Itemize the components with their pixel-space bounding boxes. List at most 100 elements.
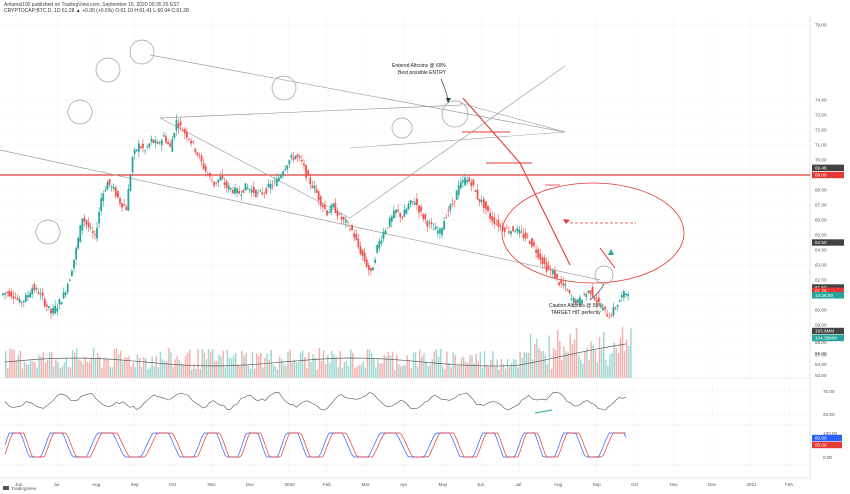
candle-body [56,308,59,312]
candle-body [10,291,13,297]
volume-bar [479,351,482,378]
month-tick-label: May [439,482,448,487]
price-tag-badge [812,284,844,291]
volume-bar [370,353,373,378]
candle-body [250,189,253,193]
candle-body [503,227,506,233]
candle-body [255,189,257,197]
volume-bar [594,349,597,378]
volume-bar [71,350,74,378]
candle-body [568,290,571,294]
volume-bar [412,352,415,378]
volume-bar [485,364,488,378]
volume-bar [301,350,304,378]
volume-bar [124,356,126,378]
candle-body [252,186,255,193]
volume-bar [488,367,490,378]
month-tick-label: Mar [362,482,370,487]
volume-bar [352,352,354,378]
volume-bar [268,359,270,378]
volume-bar [387,351,390,378]
entry-annotation-line2: Best possible ENTRY [398,70,447,76]
candle-body [282,171,284,176]
candle-body [244,183,247,191]
volume-bar [550,368,553,378]
volume-bar [136,354,139,378]
volume-bar [544,355,546,378]
volume-bar [21,368,24,378]
candle-body [388,218,391,227]
candle-body [370,267,372,271]
volume-bar [19,350,22,378]
volume-bar [59,368,61,378]
candle-body [545,262,548,272]
trendlines [0,54,810,414]
volume-bar [446,351,448,378]
candle-body [443,221,445,230]
candle-body [459,181,462,189]
volume-bar [78,359,80,378]
candle-body [570,298,573,300]
rsi-line [4,391,627,411]
volume-bar [337,367,339,378]
stoch-tick-label: 100.00 [823,431,837,436]
candle-body [384,230,387,234]
volume-bar [527,353,530,378]
candle-body [112,186,115,189]
candle-body [60,301,63,305]
candle-body [430,222,433,225]
volume-bar [416,366,419,378]
candle-body [472,179,475,186]
volume-bar [283,364,285,378]
volume-bar [262,367,264,378]
volume-bar [199,368,201,378]
candle-body [209,172,211,177]
candle-body [608,317,611,319]
candle-body [2,293,4,296]
volume-bar [115,348,118,378]
volume-bar [320,361,323,378]
candle-body [359,246,362,254]
candle-body [551,270,554,275]
volume-bar [99,356,101,378]
month-tick-label: Feb [323,482,331,487]
candle-body [451,203,454,205]
volume-bar [582,363,584,378]
volume-bar [590,341,592,378]
green-arrow-up-icon [608,249,614,255]
volume-bar [84,357,86,378]
candle-body [399,212,402,218]
volume-bar [264,357,266,378]
volume-bar [46,360,49,378]
volume-bar [423,353,425,378]
volume-bar [366,349,369,378]
volume-bar [151,356,153,378]
volume-bar [281,359,283,378]
candle-body [347,221,349,223]
candle-body [539,253,542,260]
price-tag-badge [812,287,844,294]
candle-body [499,225,502,227]
candle-body [361,249,364,256]
candle-body [58,299,61,305]
volume-bar [379,363,381,378]
candle-body [39,293,42,295]
candle-body [6,292,8,294]
volume-bar [228,357,231,378]
candle-body [428,222,431,224]
volume-bar [97,353,99,378]
volume-bar [442,365,444,378]
volume-bar [494,366,496,378]
volume-bar [373,358,375,378]
candle-body [317,191,320,201]
volume-bar [243,355,245,378]
price-tick-label: 72.00 [815,128,827,133]
volume-bar [197,348,199,378]
candle-body [96,227,98,239]
target-zone-ellipse [501,182,685,284]
volume-bar [65,357,68,378]
candle-body [173,133,176,139]
volume-bar [521,357,523,378]
volume-tick-label: 54.00 [815,362,827,367]
